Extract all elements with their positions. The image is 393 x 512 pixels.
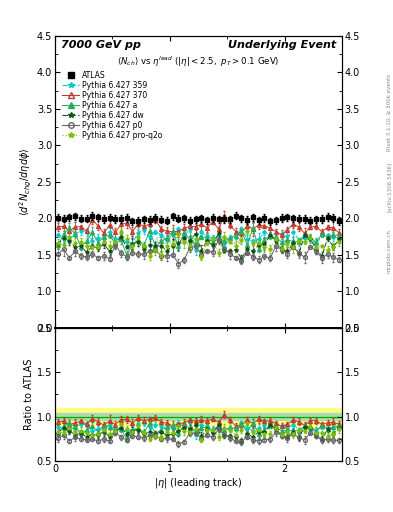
Text: Underlying Event: Underlying Event xyxy=(228,40,336,50)
Y-axis label: Ratio to ATLAS: Ratio to ATLAS xyxy=(24,359,34,430)
Text: [arXiv:1306.3436]: [arXiv:1306.3436] xyxy=(386,162,391,212)
Text: ATLAS_2010_S8894728: ATLAS_2010_S8894728 xyxy=(153,236,244,245)
Text: $\langle N_{ch}\rangle$ vs $\eta^{lead}$ ($|\eta| < 2.5,\ p_T > 0.1$ GeV): $\langle N_{ch}\rangle$ vs $\eta^{lead}$… xyxy=(117,55,280,69)
Bar xyxy=(55,408,342,425)
Legend: ATLAS, Pythia 6.427 359, Pythia 6.427 370, Pythia 6.427 a, Pythia 6.427 dw, Pyth: ATLAS, Pythia 6.427 359, Pythia 6.427 37… xyxy=(62,70,163,140)
Y-axis label: $\langle d^2 N_{chg}/d\eta d\phi \rangle$: $\langle d^2 N_{chg}/d\eta d\phi \rangle… xyxy=(18,147,34,216)
Text: 7000 GeV pp: 7000 GeV pp xyxy=(61,40,141,50)
Text: mcplots.cern.ch: mcplots.cern.ch xyxy=(386,229,391,273)
Text: Rivet 3.1.10, ≥ 300k events: Rivet 3.1.10, ≥ 300k events xyxy=(386,74,391,151)
X-axis label: $|\eta|$ (leading track): $|\eta|$ (leading track) xyxy=(154,476,243,490)
Bar xyxy=(55,413,342,420)
